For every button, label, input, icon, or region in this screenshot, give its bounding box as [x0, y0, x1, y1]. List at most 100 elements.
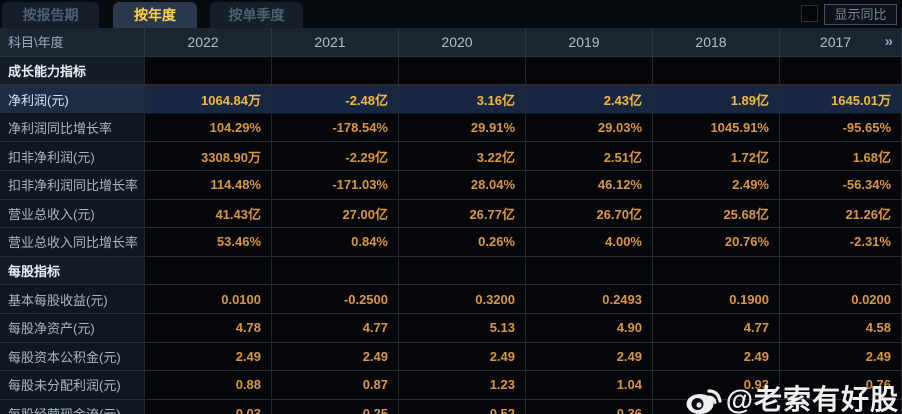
value-cell: 2.49 [780, 342, 902, 372]
year-header-1[interactable]: 2021 [272, 28, 399, 57]
value-cell: 0.3200 [399, 285, 526, 314]
tab-single-quarter[interactable]: 按单季度 [210, 2, 303, 28]
value-cell: 104.29% [145, 113, 272, 143]
row-label: 净利润(元) [0, 85, 145, 114]
value-cell: -2.48亿 [272, 85, 399, 114]
value-cell: -178.54% [272, 113, 399, 143]
row-label: 营业总收入同比增长率 [0, 228, 145, 257]
year-header-2[interactable]: 2020 [399, 28, 526, 57]
table-row[interactable]: 营业总收入(元) 41.43亿 27.00亿 26.77亿 26.70亿 25.68亿 21… [0, 199, 902, 229]
value-cell [780, 56, 902, 86]
row-label: 每股净资产(元) [0, 313, 145, 343]
value-cell: 4.00% [526, 228, 653, 257]
value-cell: 0.2493 [526, 285, 653, 314]
value-cell: 4.77 [653, 313, 780, 343]
value-cell: 1045.91% [653, 113, 780, 143]
table-row[interactable]: 每股资本公积金(元) 2.49 2.49 2.49 2.49 2.49 2.49 [0, 342, 902, 372]
table-row[interactable]: 净利润(元) 1064.84万 -2.48亿 3.16亿 2.43亿 1.89亿 1645.… [0, 85, 902, 114]
value-cell: 0.26% [399, 228, 526, 257]
value-cell: 0.84% [272, 228, 399, 257]
tab-annual[interactable]: 按年度 [113, 2, 197, 28]
value-cell: 1.68亿 [780, 142, 902, 171]
show-yoy-checkbox[interactable] [801, 5, 818, 22]
value-cell [526, 256, 653, 286]
value-cell: 5.13 [399, 313, 526, 343]
value-cell: 0.1900 [653, 285, 780, 314]
value-cell [653, 56, 780, 86]
year-header-3[interactable]: 2019 [526, 28, 653, 57]
table-row[interactable]: 每股经营现金流(元)0.030.250.520.36 [0, 399, 902, 414]
value-cell: 2.49 [526, 342, 653, 372]
period-tabbar: 按报告期 按年度 按单季度 显示同比 [0, 0, 902, 28]
row-label: 每股指标 [0, 256, 145, 286]
row-label: 营业总收入(元) [0, 199, 145, 229]
value-cell: 2.49 [145, 342, 272, 372]
value-cell: 3308.90万 [145, 142, 272, 171]
value-cell: 2.49% [653, 170, 780, 200]
value-cell: 0.52 [399, 399, 526, 414]
table-row[interactable]: 净利润同比增长率 104.29% -178.54% 29.91% 29.03% 1045.… [0, 113, 902, 143]
value-cell: 0.0200 [780, 285, 902, 314]
value-cell [653, 399, 780, 414]
row-label: 扣非净利润同比增长率 [0, 170, 145, 200]
value-cell: 25.68亿 [653, 199, 780, 229]
table-row[interactable]: 扣非净利润(元) 3308.90万 -2.29亿 3.22亿 2.51亿 1.72亿 1.6… [0, 142, 902, 171]
year-header-4[interactable]: 2018 [653, 28, 780, 57]
value-cell: 4.90 [526, 313, 653, 343]
row-label: 净利润同比增长率 [0, 113, 145, 143]
value-cell: 1645.01万 [780, 85, 902, 114]
value-cell: 0.25 [272, 399, 399, 414]
value-cell: -171.03% [272, 170, 399, 200]
value-cell [399, 56, 526, 86]
row-label: 基本每股收益(元) [0, 285, 145, 314]
table-row[interactable]: 基本每股收益(元) 0.0100 -0.2500 0.3200 0.2493 0.1900… [0, 285, 902, 314]
section-row: 每股指标 [0, 256, 902, 286]
value-cell [399, 256, 526, 286]
value-cell: 4.78 [145, 313, 272, 343]
value-cell [145, 256, 272, 286]
value-cell: -2.31% [780, 228, 902, 257]
value-cell [272, 256, 399, 286]
table-row[interactable]: 每股净资产(元) 4.78 4.77 5.13 4.90 4.77 4.58 [0, 313, 902, 343]
value-cell: 114.48% [145, 170, 272, 200]
value-cell: 0.36 [526, 399, 653, 414]
value-cell: 26.70亿 [526, 199, 653, 229]
value-cell: 29.03% [526, 113, 653, 143]
value-cell: 1.72亿 [653, 142, 780, 171]
value-cell: 0.93 [653, 371, 780, 400]
value-cell: 2.43亿 [526, 85, 653, 114]
row-label: 每股未分配利润(元) [0, 371, 145, 400]
table-row[interactable]: 扣非净利润同比增长率 114.48% -171.03% 28.04% 46.12% 2.4… [0, 170, 902, 200]
value-cell: 21.26亿 [780, 199, 902, 229]
value-cell: 4.58 [780, 313, 902, 343]
value-cell: 20.76% [653, 228, 780, 257]
tab-report-period[interactable]: 按报告期 [2, 2, 99, 28]
table-row[interactable]: 营业总收入同比增长率 53.46% 0.84% 0.26% 4.00% 20.76% -2.… [0, 228, 902, 257]
table-row[interactable]: 每股未分配利润(元) 0.88 0.87 1.23 1.04 0.93 0.76 [0, 371, 902, 400]
value-cell: 1.89亿 [653, 85, 780, 114]
show-yoy-label[interactable]: 显示同比 [824, 4, 897, 25]
value-cell: 41.43亿 [145, 199, 272, 229]
value-cell [272, 56, 399, 86]
value-cell: 1.23 [399, 371, 526, 400]
section-row: 成长能力指标 [0, 56, 902, 86]
value-cell [526, 56, 653, 86]
year-header-0[interactable]: 2022 [145, 28, 272, 57]
value-cell: 2.49 [272, 342, 399, 372]
value-cell: 0.0100 [145, 285, 272, 314]
value-cell: 1.04 [526, 371, 653, 400]
financial-table: 科目\年度 2022 2021 2020 2019 2018 2017» 成长能力指标 净利润(… [0, 28, 902, 414]
value-cell: 4.77 [272, 313, 399, 343]
value-cell: 29.91% [399, 113, 526, 143]
value-cell: 0.03 [145, 399, 272, 414]
more-years-icon[interactable]: » [884, 32, 893, 50]
value-cell: -56.34% [780, 170, 902, 200]
row-label: 每股资本公积金(元) [0, 342, 145, 372]
year-header-5[interactable]: 2017» [780, 28, 902, 57]
value-cell [780, 399, 902, 414]
value-cell: 27.00亿 [272, 199, 399, 229]
value-cell: 46.12% [526, 170, 653, 200]
value-cell: 0.87 [272, 371, 399, 400]
table-header-row: 科目\年度 2022 2021 2020 2019 2018 2017» [0, 28, 902, 57]
